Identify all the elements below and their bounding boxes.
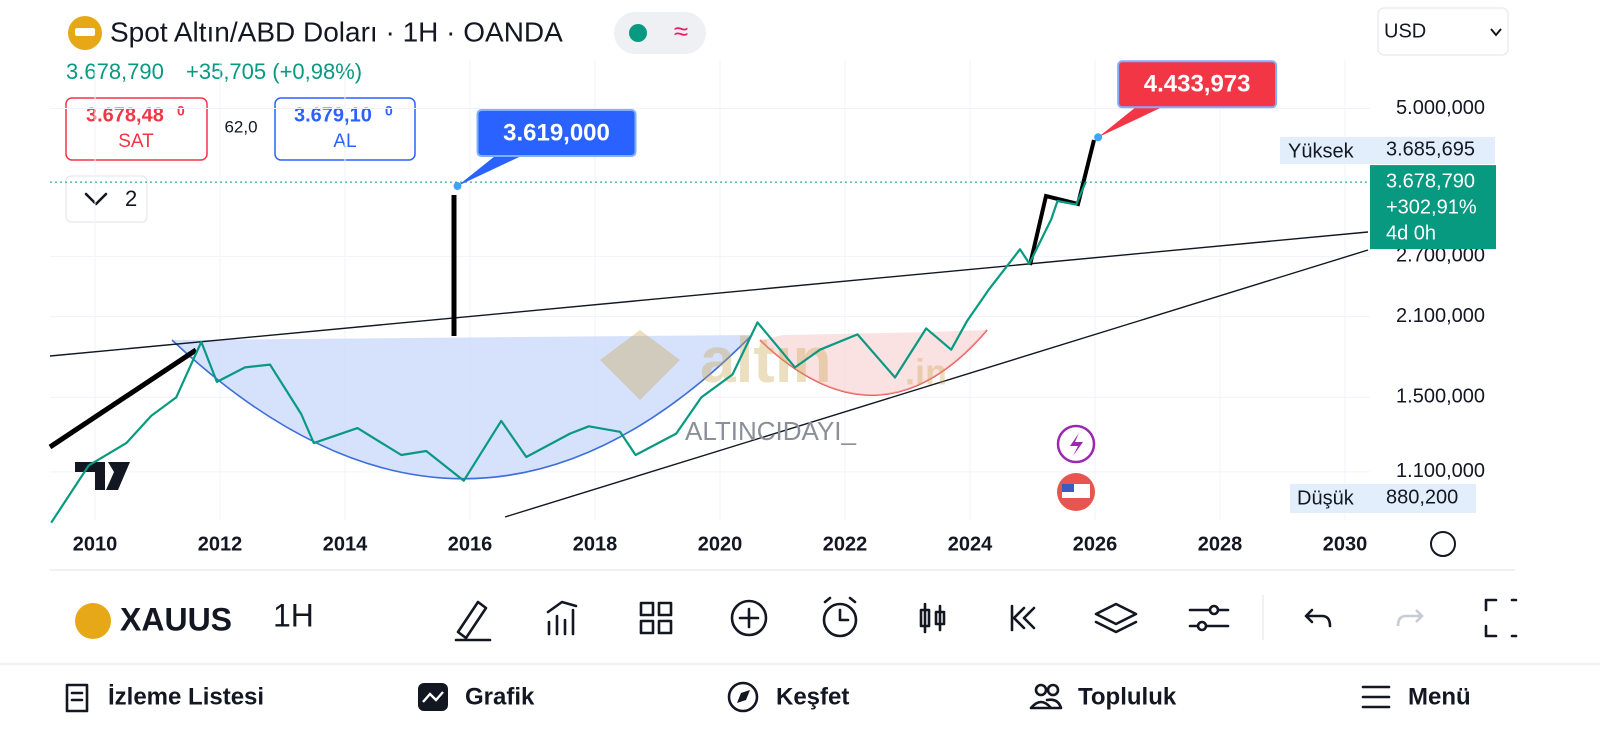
low-box — [1290, 484, 1476, 513]
indicator-toggle[interactable] — [65, 175, 148, 223]
settings-sliders-icon[interactable] — [1188, 608, 1230, 628]
watermark-logo: altın .in — [600, 324, 947, 400]
chart-icon-line — [422, 691, 444, 703]
draw-icon[interactable] — [454, 600, 492, 642]
x-tick-label: 2022 — [823, 533, 868, 555]
bar-type-icon[interactable] — [919, 602, 946, 634]
x-tick-label: 2012 — [198, 533, 243, 555]
x-tick-label: 2018 — [573, 533, 618, 555]
sell-button[interactable] — [65, 97, 208, 161]
status-icon: ≈ — [674, 16, 688, 46]
nav-item[interactable]: Keşfet — [776, 683, 849, 710]
bolt — [1070, 433, 1083, 456]
price-change: +35,705 (+0,98%) — [186, 59, 362, 84]
sell-price: 3.678,48 — [86, 104, 164, 126]
callout-label: 4.433,973 — [1144, 71, 1251, 98]
spread: 62,0 — [224, 117, 257, 136]
layers-icon[interactable] — [1094, 602, 1138, 634]
status-pill[interactable] — [614, 12, 706, 54]
callout-box — [1117, 60, 1278, 109]
callout-point — [1094, 133, 1103, 142]
callout-pointer — [1098, 105, 1167, 138]
tradingview-logo — [75, 462, 130, 490]
select-arrow — [1490, 28, 1502, 37]
x-tick-label: 2020 — [698, 533, 743, 555]
y-tick-label: 1.500,000 — [1396, 386, 1485, 408]
y-tick-label: 2.700,000 — [1396, 245, 1485, 267]
nav-item[interactable]: Menü — [1408, 683, 1471, 710]
bottom-nav: İzleme Listesi Grafik Keşfet Topluluk Menü — [108, 683, 1471, 710]
settings-icon[interactable] — [1430, 531, 1456, 557]
callout-box — [476, 109, 637, 158]
nav-item[interactable]: Grafik — [465, 683, 535, 710]
x-tick-label: 2016 — [448, 533, 493, 555]
x-tick-label: 2028 — [1198, 533, 1243, 555]
logo-bar — [75, 28, 95, 36]
chart-title: Spot Altın/ABD Doları · 1H · OANDA — [110, 16, 563, 47]
svg-text:.in: .in — [905, 352, 947, 393]
symbol-logo — [75, 603, 111, 639]
callout-label: 3.619,000 — [503, 119, 610, 146]
projection-line — [1028, 139, 1096, 266]
menu-icon — [1361, 685, 1391, 709]
y-tick-label: 5.000,000 — [1396, 97, 1485, 119]
last-change: +302,91% — [1386, 196, 1477, 218]
explore-icon — [727, 681, 759, 713]
undo-icon[interactable] — [1304, 608, 1332, 628]
toolbar-interval[interactable]: 1H — [273, 597, 314, 633]
toolbar-icons — [454, 595, 1518, 642]
trendline — [504, 249, 1369, 518]
callout-pointer — [457, 154, 526, 187]
low-value: 880,200 — [1386, 486, 1458, 508]
x-tick-label: 2030 — [1323, 533, 1368, 555]
trendline — [49, 231, 1369, 357]
price: 3.678,790 — [66, 59, 164, 84]
buy-price-small: 0 — [385, 103, 393, 119]
watermark: ALTINCIDAYI_ — [685, 416, 857, 446]
price-line — [50, 181, 1087, 524]
countdown: 4d 0h — [1386, 222, 1436, 244]
community-icon — [1034, 683, 1048, 697]
market-status — [629, 24, 647, 42]
flag-canton — [1062, 484, 1074, 492]
alert-icon[interactable] — [822, 602, 858, 638]
nav-item[interactable]: Topluluk — [1078, 683, 1177, 710]
layouts-icon[interactable] — [639, 601, 673, 635]
y-tick-label: 2.100,000 — [1396, 305, 1485, 327]
high-value: 3.685,695 — [1386, 138, 1475, 160]
x-tick-label: 2026 — [1073, 533, 1118, 555]
last-price-label: 3.678,790 — [1386, 170, 1475, 192]
chart-drawings: altın .in — [48, 139, 1369, 518]
handle-fill — [760, 330, 987, 396]
high-box — [1280, 137, 1495, 164]
toolbar-symbol[interactable]: XAUUS — [120, 601, 232, 637]
currency-select[interactable] — [1377, 7, 1509, 56]
x-tick-label: 2010 — [73, 533, 118, 555]
watchlist-icon — [65, 683, 89, 713]
nav-item[interactable]: İzleme Listesi — [108, 683, 264, 710]
sell-price-small: 0 — [177, 103, 185, 119]
add-icon[interactable] — [730, 599, 768, 637]
projection-line — [48, 347, 198, 450]
x-tick-label: 2014 — [323, 533, 368, 555]
currency: USD — [1384, 20, 1426, 42]
last-price-tag — [1370, 165, 1496, 250]
y-tick-label: 1.100,000 — [1396, 460, 1485, 482]
callout-point — [453, 182, 462, 191]
x-tick-label: 2024 — [948, 533, 993, 555]
sell-label: SAT — [118, 131, 154, 152]
chevron-icon — [84, 192, 108, 206]
indicator-count: 2 — [125, 186, 137, 211]
low-label: Düşük — [1297, 487, 1355, 509]
replay-icon[interactable] — [1010, 604, 1036, 632]
indicators-icon[interactable] — [546, 600, 578, 636]
redo-icon[interactable] — [1396, 609, 1424, 627]
buy-price: 3.679,10 — [294, 104, 372, 126]
high-label: Yüksek — [1288, 140, 1355, 162]
fullscreen-icon[interactable] — [1484, 598, 1518, 638]
svg-text:altın: altın — [700, 324, 832, 396]
